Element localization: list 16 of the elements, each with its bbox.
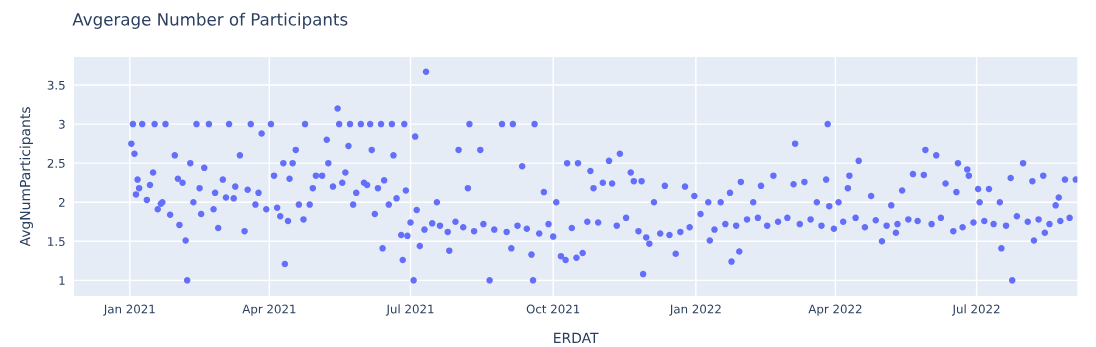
x-tick-label: Jul 2021 bbox=[385, 304, 434, 316]
x-tick-label: Apr 2021 bbox=[242, 304, 296, 316]
x-tick-label: Jan 2022 bbox=[669, 304, 721, 316]
y-tick-label: 2 bbox=[59, 197, 65, 207]
x-tick-label: Jul 2022 bbox=[951, 304, 1000, 316]
y-tick-label: 1 bbox=[59, 276, 65, 285]
y-tick-label: 1.5 bbox=[48, 237, 65, 246]
x-tick-label: Oct 2021 bbox=[526, 304, 580, 314]
x-tick-label: Jan 2021 bbox=[103, 304, 155, 316]
y-axis-title: AvgNumParticipants bbox=[19, 107, 33, 247]
chart-title: Avgerage Number of Participants bbox=[72, 12, 348, 29]
y-tick-label: 3 bbox=[59, 119, 65, 129]
y-tick-label: 2.5 bbox=[47, 158, 65, 168]
y-tick-label: 3.5 bbox=[47, 80, 65, 90]
x-tick-label: Apr 2022 bbox=[808, 304, 862, 316]
x-axis-title: ERDAT bbox=[554, 332, 599, 343]
